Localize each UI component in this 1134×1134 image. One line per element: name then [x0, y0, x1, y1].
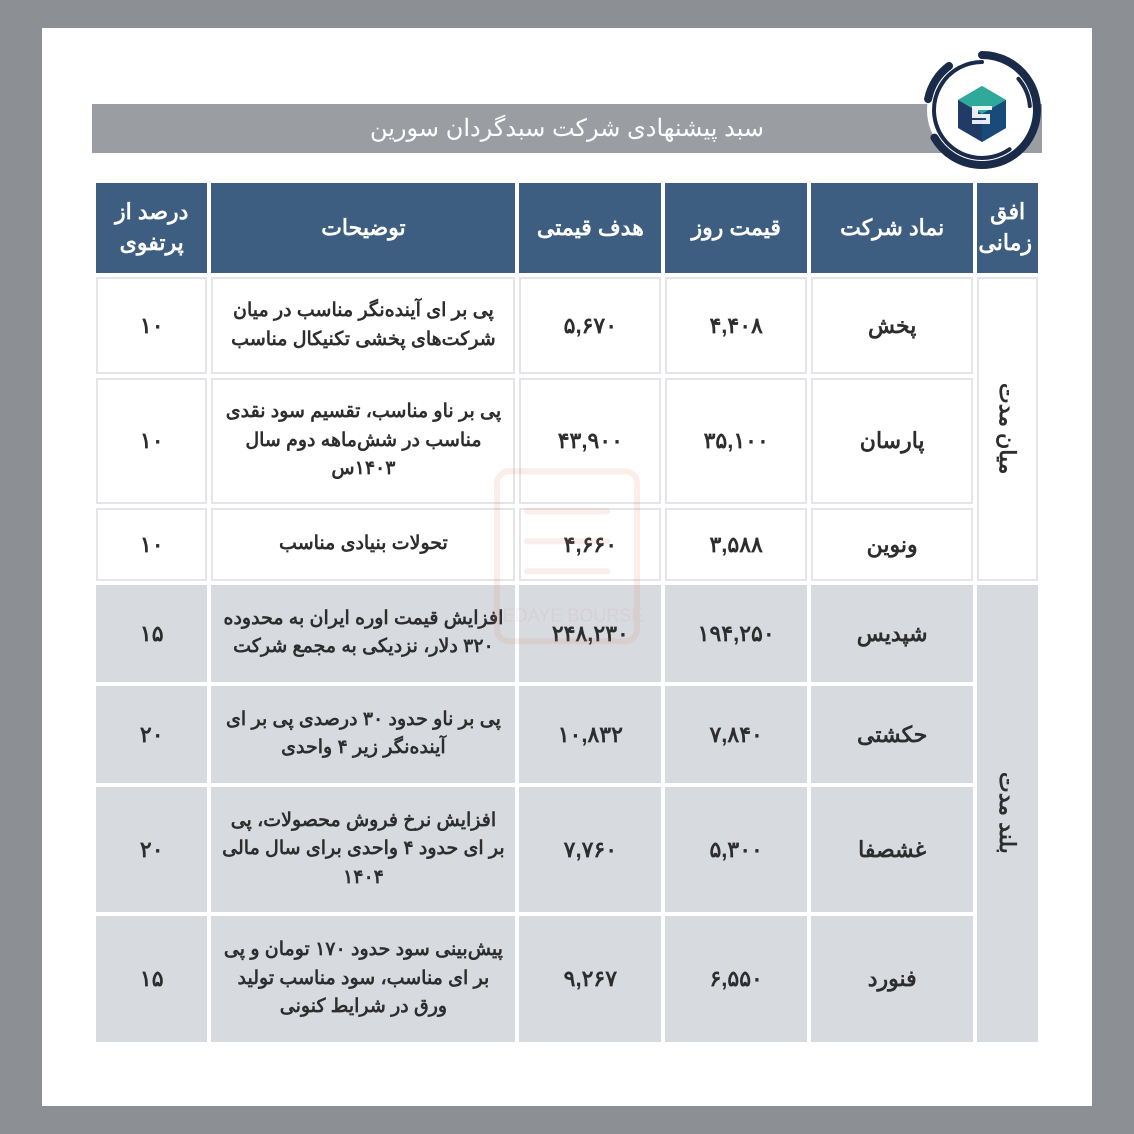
col-header-horizon: افق زمانی: [977, 183, 1038, 273]
table-row: میان مدتپخش۴,۴۰۸۵,۶۷۰پی بر ای آینده‌نگر …: [96, 277, 1038, 374]
cell-desc: پی بر ناو حدود ۳۰ درصدی پی بر ای آینده‌ن…: [211, 686, 515, 783]
col-header-symbol: نماد شرکت: [811, 183, 973, 273]
cell-desc: افزایش قیمت اوره ایران به محدوده ۳۲۰ دلا…: [211, 585, 515, 682]
cell-target: ۲۴۸,۲۳۰: [519, 585, 661, 682]
col-header-desc: توضیحات: [211, 183, 515, 273]
cell-target: ۴,۶۶۰: [519, 508, 661, 581]
cell-symbol: غشصفا: [811, 787, 973, 913]
cell-target: ۱۰,۸۳۲: [519, 686, 661, 783]
col-header-price: قیمت روز: [665, 183, 807, 273]
cell-pct: ۱۰: [96, 277, 207, 374]
table-row: بلند مدتشپدیس۱۹۴,۲۵۰۲۴۸,۲۳۰افزایش قیمت ا…: [96, 585, 1038, 682]
cell-price: ۵,۳۰۰: [665, 787, 807, 913]
company-logo: [922, 50, 1042, 170]
cell-desc: پی بر ناو مناسب، تقسیم سود نقدی مناسب در…: [211, 378, 515, 504]
cell-pct: ۲۰: [96, 686, 207, 783]
cell-target: ۷,۷۶۰: [519, 787, 661, 913]
cell-pct: ۱۵: [96, 916, 207, 1042]
cell-price: ۶,۵۵۰: [665, 916, 807, 1042]
table-row: فنورد۶,۵۵۰۹,۲۶۷پیش‌بینی سود حدود ۱۷۰ توم…: [96, 916, 1038, 1042]
table-row: غشصفا۵,۳۰۰۷,۷۶۰افزایش نرخ فروش محصولات، …: [96, 787, 1038, 913]
cell-pct: ۲۰: [96, 787, 207, 913]
cell-symbol: حکشتی: [811, 686, 973, 783]
cell-symbol: شپدیس: [811, 585, 973, 682]
cell-price: ۷,۸۴۰: [665, 686, 807, 783]
cell-pct: ۱۵: [96, 585, 207, 682]
portfolio-table: افق زمانی نماد شرکت قیمت روز هدف قیمتی ت…: [92, 179, 1042, 1045]
table-row: حکشتی۷,۸۴۰۱۰,۸۳۲پی بر ناو حدود ۳۰ درصدی …: [96, 686, 1038, 783]
cell-symbol: ونوین: [811, 508, 973, 581]
col-header-target: هدف قیمتی: [519, 183, 661, 273]
cell-price: ۳,۵۸۸: [665, 508, 807, 581]
cell-desc: افزایش نرخ فروش محصولات، پی بر ای حدود ۴…: [211, 787, 515, 913]
cell-price: ۴,۴۰۸: [665, 277, 807, 374]
horizon-label: بلند مدت: [977, 585, 1038, 1042]
cell-pct: ۱۰: [96, 508, 207, 581]
cell-desc: پیش‌بینی سود حدود ۱۷۰ تومان و پی بر ای م…: [211, 916, 515, 1042]
cell-price: ۱۹۴,۲۵۰: [665, 585, 807, 682]
cell-desc: پی بر ای آینده‌نگر مناسب در میان شرکت‌ها…: [211, 277, 515, 374]
cell-price: ۳۵,۱۰۰: [665, 378, 807, 504]
cell-target: ۵,۶۷۰: [519, 277, 661, 374]
table-row: ونوین۳,۵۸۸۴,۶۶۰تحولات بنیادی مناسب۱۰: [96, 508, 1038, 581]
cell-pct: ۱۰: [96, 378, 207, 504]
table-header-row: افق زمانی نماد شرکت قیمت روز هدف قیمتی ت…: [96, 183, 1038, 273]
cell-symbol: فنورد: [811, 916, 973, 1042]
cell-symbol: پخش: [811, 277, 973, 374]
title-bar: سبد پیشنهادی شرکت سبدگردان سورین: [92, 104, 1042, 153]
page: سبد پیشنهادی شرکت سبدگردان سورین SEDAYE …: [42, 28, 1092, 1105]
page-title: سبد پیشنهادی شرکت سبدگردان سورین: [370, 115, 764, 142]
cell-symbol: پارسان: [811, 378, 973, 504]
table-row: پارسان۳۵,۱۰۰۴۳,۹۰۰پی بر ناو مناسب، تقسیم…: [96, 378, 1038, 504]
cell-target: ۴۳,۹۰۰: [519, 378, 661, 504]
cell-target: ۹,۲۶۷: [519, 916, 661, 1042]
col-header-pct: درصد از پرتفوی: [96, 183, 207, 273]
horizon-label: میان مدت: [977, 277, 1038, 581]
cell-desc: تحولات بنیادی مناسب: [211, 508, 515, 581]
